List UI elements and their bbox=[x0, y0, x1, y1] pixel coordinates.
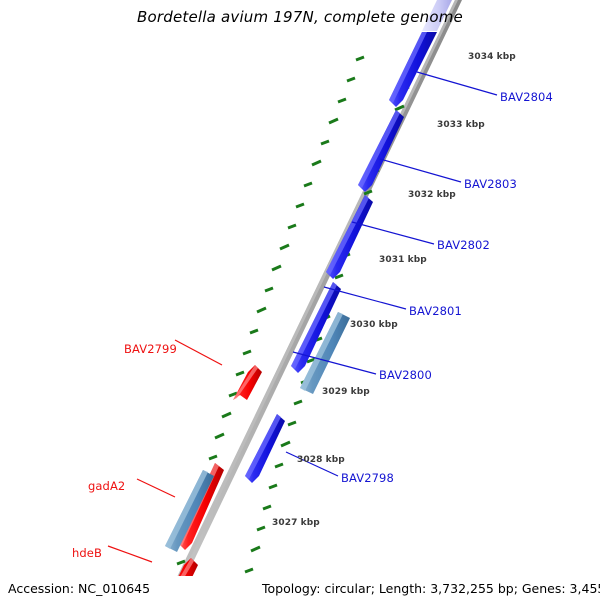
gene-label-gada2[interactable]: gadA2 bbox=[88, 479, 126, 493]
tick-3027: 3027 kbp bbox=[272, 518, 320, 528]
gene-label-bav2801[interactable]: BAV2801 bbox=[409, 304, 462, 318]
tick-3032: 3032 kbp bbox=[408, 190, 456, 200]
gene-bav2805-partial[interactable] bbox=[422, 0, 452, 31]
tick-3031: 3031 kbp bbox=[379, 255, 427, 265]
tick-3030: 3030 kbp bbox=[350, 320, 398, 330]
gene-gada2[interactable] bbox=[165, 470, 214, 552]
gene-label-bav2799[interactable]: BAV2799 bbox=[124, 342, 177, 356]
tick-3029: 3029 kbp bbox=[322, 387, 370, 397]
tick-3033: 3033 kbp bbox=[437, 120, 485, 130]
status-bar: Accession: NC_010645 Topology: circular;… bbox=[0, 576, 600, 600]
gene-bav2800[interactable] bbox=[300, 312, 350, 394]
gene-bav2801[interactable] bbox=[291, 282, 341, 373]
gene-bav2802[interactable] bbox=[326, 195, 373, 279]
gene-bav2804[interactable] bbox=[389, 32, 437, 107]
tick-3028: 3028 kbp bbox=[297, 455, 345, 465]
gene-label-bav2800[interactable]: BAV2800 bbox=[379, 368, 432, 382]
gene-bav2798[interactable] bbox=[245, 414, 285, 483]
gene-label-bav2798[interactable]: BAV2798 bbox=[341, 471, 394, 485]
leader-lines-forward bbox=[285, 71, 498, 477]
accession-text: Accession: NC_010645 bbox=[8, 581, 151, 596]
genome-backbone[interactable] bbox=[166, 0, 462, 600]
gene-label-bav2802[interactable]: BAV2802 bbox=[437, 238, 490, 252]
gene-label-hdeb[interactable]: hdeB bbox=[72, 546, 102, 560]
gene-bav2799[interactable] bbox=[233, 365, 262, 400]
gene-label-bav2804[interactable]: BAV2804 bbox=[500, 90, 553, 104]
gene-bav2803[interactable] bbox=[358, 110, 404, 192]
page-title: Bordetella avium 197N, complete genome bbox=[136, 8, 463, 26]
tick-3034: 3034 kbp bbox=[468, 52, 516, 62]
gene-label-bav2803[interactable]: BAV2803 bbox=[464, 177, 517, 191]
leader-lines-reverse bbox=[107, 339, 223, 563]
genome-summary-text: Topology: circular; Length: 3,732,255 bp… bbox=[262, 581, 600, 596]
